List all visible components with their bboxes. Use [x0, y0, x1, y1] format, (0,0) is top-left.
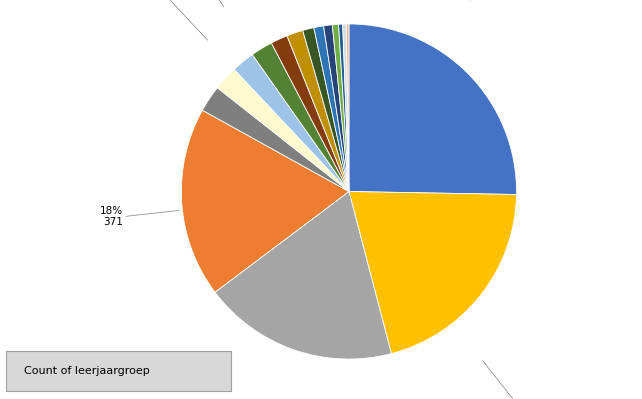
Wedge shape: [349, 192, 516, 354]
Wedge shape: [303, 28, 349, 192]
Wedge shape: [314, 26, 349, 192]
Wedge shape: [338, 24, 349, 192]
Text: Count of leerjaargroep: Count of leerjaargroep: [24, 366, 150, 376]
Wedge shape: [333, 24, 349, 192]
Wedge shape: [202, 88, 349, 192]
Wedge shape: [272, 36, 349, 192]
Wedge shape: [215, 192, 392, 359]
Wedge shape: [181, 110, 349, 292]
Wedge shape: [346, 24, 349, 192]
Text: 3%
52: 3% 52: [144, 0, 160, 1]
Wedge shape: [349, 24, 517, 194]
Wedge shape: [287, 30, 349, 192]
Wedge shape: [324, 25, 349, 192]
Wedge shape: [343, 24, 349, 192]
Text: 18%
371: 18% 371: [100, 206, 123, 227]
Wedge shape: [234, 55, 349, 192]
Wedge shape: [252, 43, 349, 192]
Wedge shape: [218, 69, 349, 192]
